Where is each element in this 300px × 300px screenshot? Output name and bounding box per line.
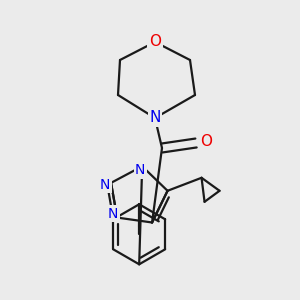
Text: N: N: [149, 110, 161, 125]
Text: O: O: [149, 34, 161, 50]
Text: O: O: [200, 134, 212, 148]
Text: N: N: [108, 207, 118, 220]
Text: N: N: [100, 178, 110, 192]
Text: N: N: [135, 163, 146, 177]
